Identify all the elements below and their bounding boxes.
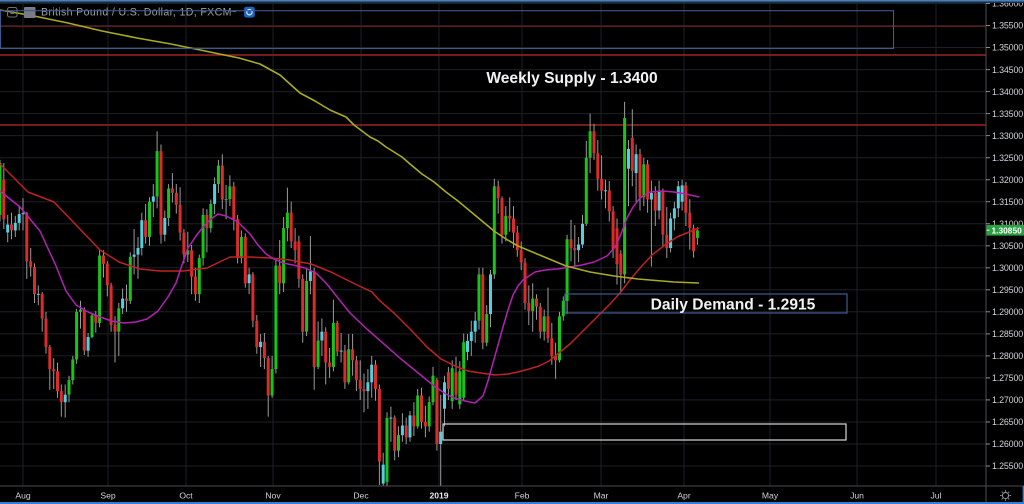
svg-text:1.32000: 1.32000 [992, 175, 1023, 185]
svg-text:1.26000: 1.26000 [992, 439, 1023, 449]
svg-text:1.30850: 1.30850 [992, 225, 1023, 235]
svg-text:Weekly Supply - 1.3400: Weekly Supply - 1.3400 [486, 70, 658, 87]
svg-text:Jul: Jul [931, 491, 942, 501]
svg-text:Feb: Feb [515, 491, 530, 501]
svg-text:Daily Demand - 1.2915: Daily Demand - 1.2915 [651, 297, 816, 314]
svg-text:1.25500: 1.25500 [992, 461, 1023, 471]
svg-text:1.30000: 1.30000 [992, 263, 1023, 273]
svg-text:1.34500: 1.34500 [992, 65, 1023, 75]
svg-text:Oct: Oct [179, 491, 193, 501]
svg-text:British Pound / U.S. Dollar, 1: British Pound / U.S. Dollar, 1D, FXCM [41, 7, 232, 19]
svg-text:1.31000: 1.31000 [992, 219, 1023, 229]
svg-text:1.33500: 1.33500 [992, 109, 1023, 119]
svg-text:1.34000: 1.34000 [992, 87, 1023, 97]
svg-text:Nov: Nov [265, 491, 281, 501]
svg-text:1.29000: 1.29000 [992, 307, 1023, 317]
svg-text:1.28500: 1.28500 [992, 329, 1023, 339]
svg-text:1.26500: 1.26500 [992, 417, 1023, 427]
svg-text:May: May [762, 491, 779, 501]
svg-text:Aug: Aug [15, 491, 31, 501]
svg-text:1.32500: 1.32500 [992, 153, 1023, 163]
svg-text:~: ~ [231, 7, 237, 18]
svg-text:1.30500: 1.30500 [992, 241, 1023, 251]
svg-text:Sep: Sep [100, 491, 116, 501]
svg-text:Dec: Dec [353, 491, 369, 501]
svg-text:1.33000: 1.33000 [992, 131, 1023, 141]
svg-text:1.29500: 1.29500 [992, 285, 1023, 295]
svg-text:1.36000: 1.36000 [992, 0, 1023, 9]
svg-text:1.31500: 1.31500 [992, 197, 1023, 207]
svg-text:1.35000: 1.35000 [992, 43, 1023, 53]
svg-text:2019: 2019 [429, 491, 448, 501]
svg-text:1.27000: 1.27000 [992, 395, 1023, 405]
svg-text:Jun: Jun [850, 491, 864, 501]
svg-text:Apr: Apr [677, 491, 691, 501]
svg-text:1.35500: 1.35500 [992, 21, 1023, 31]
svg-text:Mar: Mar [594, 491, 609, 501]
svg-text:1.27500: 1.27500 [992, 373, 1023, 383]
svg-text:1.28000: 1.28000 [992, 351, 1023, 361]
